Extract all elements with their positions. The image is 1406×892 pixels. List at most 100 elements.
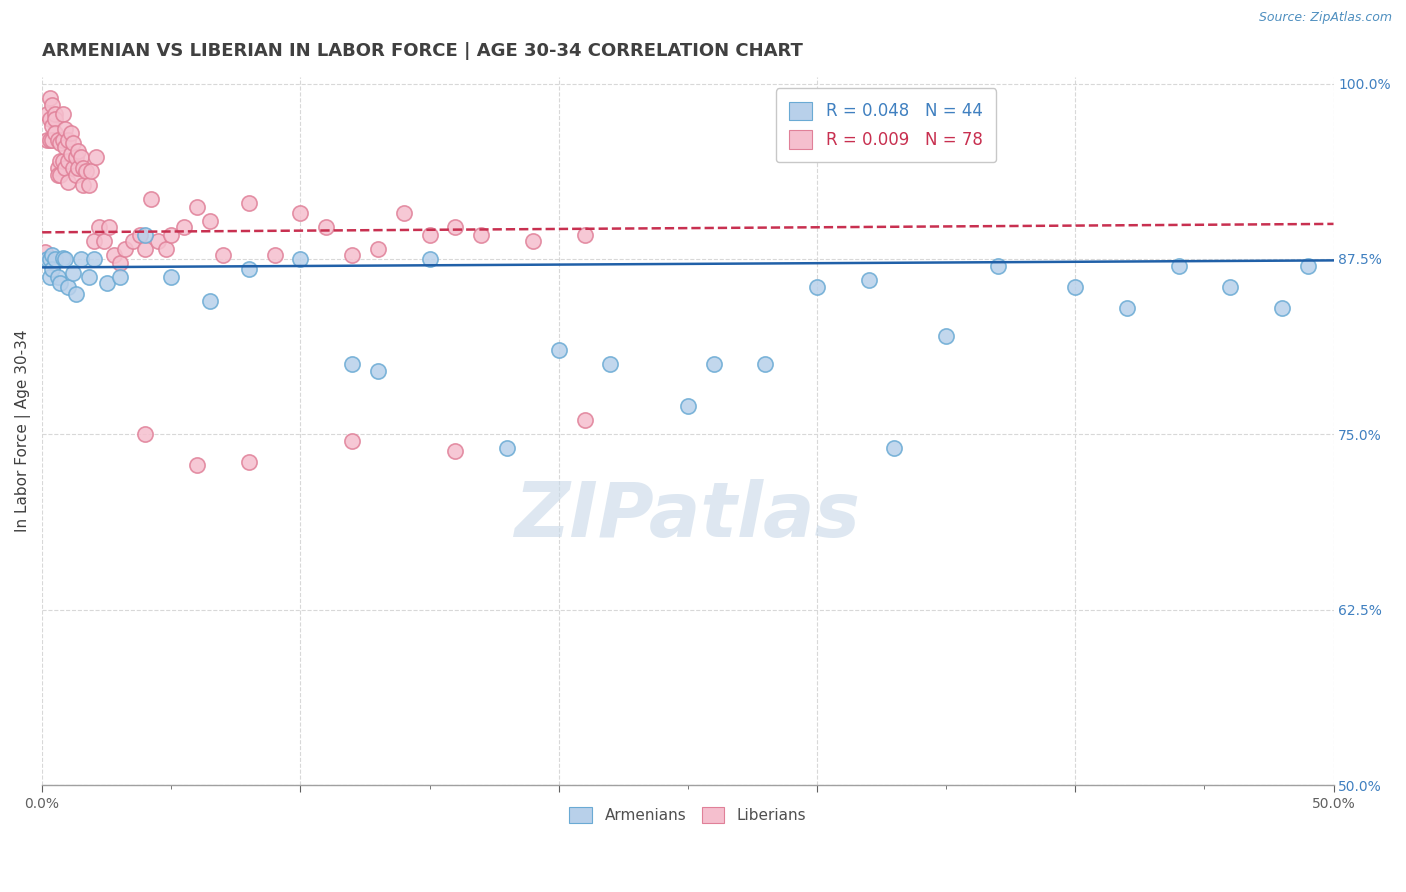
- Point: [134, 228, 156, 243]
- Point: [1296, 259, 1319, 273]
- Point: [173, 219, 195, 234]
- Point: [754, 357, 776, 371]
- Point: [53, 121, 76, 136]
- Point: [62, 136, 84, 150]
- Point: [41, 248, 63, 262]
- Point: [198, 294, 221, 309]
- Point: [1115, 301, 1137, 315]
- Point: [46, 270, 69, 285]
- Point: [56, 153, 79, 168]
- Point: [67, 161, 90, 175]
- Point: [52, 153, 75, 168]
- Point: [198, 214, 221, 228]
- Point: [38, 270, 60, 285]
- Point: [108, 256, 131, 270]
- Point: [53, 161, 76, 175]
- Point: [367, 364, 389, 378]
- Point: [41, 97, 63, 112]
- Point: [392, 205, 415, 219]
- Point: [80, 163, 103, 178]
- Point: [103, 248, 125, 262]
- Point: [56, 133, 79, 147]
- Point: [547, 343, 569, 358]
- Point: [37, 107, 59, 121]
- Y-axis label: In Labor Force | Age 30-34: In Labor Force | Age 30-34: [15, 329, 31, 533]
- Point: [574, 413, 596, 427]
- Point: [290, 252, 312, 266]
- Text: ZIPatlas: ZIPatlas: [515, 479, 860, 553]
- Point: [53, 140, 76, 154]
- Point: [1271, 301, 1294, 315]
- Point: [52, 251, 75, 265]
- Point: [238, 195, 260, 210]
- Point: [108, 270, 131, 285]
- Point: [883, 442, 905, 456]
- Point: [139, 192, 162, 206]
- Point: [315, 219, 337, 234]
- Point: [148, 234, 170, 248]
- Point: [37, 133, 59, 147]
- Point: [703, 357, 725, 371]
- Point: [77, 270, 100, 285]
- Point: [44, 112, 66, 126]
- Point: [340, 434, 363, 449]
- Point: [49, 136, 72, 150]
- Point: [1167, 259, 1189, 273]
- Point: [367, 242, 389, 256]
- Point: [496, 442, 519, 456]
- Point: [83, 234, 105, 248]
- Point: [935, 329, 957, 343]
- Point: [44, 107, 66, 121]
- Point: [340, 357, 363, 371]
- Point: [121, 234, 143, 248]
- Point: [52, 107, 75, 121]
- Point: [522, 234, 544, 248]
- Point: [87, 219, 110, 234]
- Point: [263, 248, 285, 262]
- Point: [56, 175, 79, 189]
- Point: [470, 228, 492, 243]
- Point: [75, 163, 97, 178]
- Point: [1219, 280, 1241, 294]
- Point: [134, 427, 156, 442]
- Point: [41, 133, 63, 147]
- Point: [34, 244, 56, 259]
- Point: [62, 161, 84, 175]
- Point: [93, 234, 115, 248]
- Point: [37, 252, 59, 266]
- Point: [52, 133, 75, 147]
- Point: [38, 112, 60, 126]
- Point: [186, 458, 208, 473]
- Text: ARMENIAN VS LIBERIAN IN LABOR FORCE | AGE 30-34 CORRELATION CHART: ARMENIAN VS LIBERIAN IN LABOR FORCE | AG…: [42, 42, 803, 60]
- Point: [858, 273, 880, 287]
- Point: [72, 178, 94, 192]
- Point: [77, 178, 100, 192]
- Point: [134, 242, 156, 256]
- Point: [46, 168, 69, 182]
- Point: [65, 168, 87, 182]
- Point: [46, 133, 69, 147]
- Point: [806, 280, 828, 294]
- Point: [59, 126, 82, 140]
- Point: [86, 150, 108, 164]
- Point: [59, 146, 82, 161]
- Point: [418, 228, 440, 243]
- Point: [49, 276, 72, 290]
- Point: [155, 242, 177, 256]
- Point: [72, 161, 94, 175]
- Point: [290, 205, 312, 219]
- Point: [56, 280, 79, 294]
- Point: [49, 168, 72, 182]
- Point: [53, 252, 76, 266]
- Point: [38, 133, 60, 147]
- Point: [238, 455, 260, 469]
- Legend: Armenians, Liberians: Armenians, Liberians: [558, 797, 817, 834]
- Point: [212, 248, 235, 262]
- Point: [70, 252, 93, 266]
- Point: [62, 266, 84, 280]
- Point: [987, 259, 1010, 273]
- Point: [46, 161, 69, 175]
- Point: [160, 270, 183, 285]
- Point: [65, 150, 87, 164]
- Point: [418, 252, 440, 266]
